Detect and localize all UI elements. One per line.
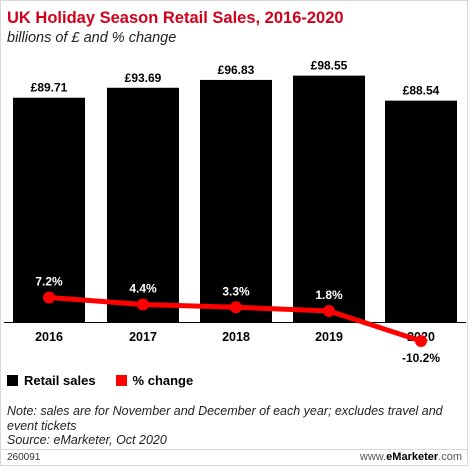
source-text: Source: eMarketer, Oct 2020 — [7, 433, 167, 447]
percent-label-2017: 4.4% — [129, 282, 157, 296]
brand-suffix: .com — [438, 451, 462, 463]
percent-label-2020: -10.2% — [402, 351, 440, 365]
percent-point-2019 — [323, 305, 335, 317]
brand-footer: www.eMarketer.com — [360, 451, 462, 463]
chart-title: UK Holiday Season Retail Sales, 2016-202… — [7, 9, 344, 27]
bar-2016 — [13, 97, 85, 322]
footer-divider — [0, 449, 468, 450]
bar-label-2016: £89.71 — [31, 81, 68, 95]
bar-2019 — [293, 75, 365, 322]
legend-label-percent-change: % change — [132, 373, 194, 388]
bar-2018 — [200, 79, 272, 322]
percent-label-2016: 7.2% — [35, 275, 63, 289]
note-text: Note: sales are for November and Decembe… — [7, 404, 443, 433]
bar-2017 — [107, 87, 179, 323]
bar-label-2017: £93.69 — [125, 71, 162, 85]
percent-label-2019: 1.8% — [315, 288, 343, 302]
percent-point-2020 — [415, 335, 427, 347]
percent-label-2018: 3.3% — [222, 284, 250, 298]
chart-id: 260091 — [7, 452, 41, 463]
chart-legend: Retail sales % change — [7, 373, 213, 388]
legend-item-percent-change: % change — [115, 373, 194, 388]
brand-prefix: www. — [359, 451, 387, 463]
bar-label-2018: £96.83 — [218, 63, 255, 77]
legend-label-retail-sales: Retail sales — [24, 373, 96, 388]
chart-subtitle: billions of £ and % change — [7, 30, 177, 46]
bar-label-2019: £98.55 — [311, 59, 348, 73]
bar-2020 — [385, 100, 457, 323]
percent-point-2017 — [137, 298, 149, 311]
legend-item-retail-sales: Retail sales — [7, 373, 96, 388]
x-tick-2016: 2016 — [35, 330, 63, 344]
bar-label-2020: £88.54 — [403, 84, 440, 98]
percent-point-2018 — [230, 301, 242, 314]
x-tick-2017: 2017 — [129, 330, 157, 344]
brand-name: eMarketer — [386, 451, 439, 463]
legend-swatch-percent-change — [115, 375, 127, 386]
percent-point-2016 — [43, 291, 55, 304]
legend-swatch-retail-sales — [7, 375, 18, 386]
x-tick-2019: 2019 — [315, 330, 343, 344]
chart-notes: Note: sales are for November and Decembe… — [7, 404, 462, 448]
x-tick-2018: 2018 — [222, 330, 250, 344]
